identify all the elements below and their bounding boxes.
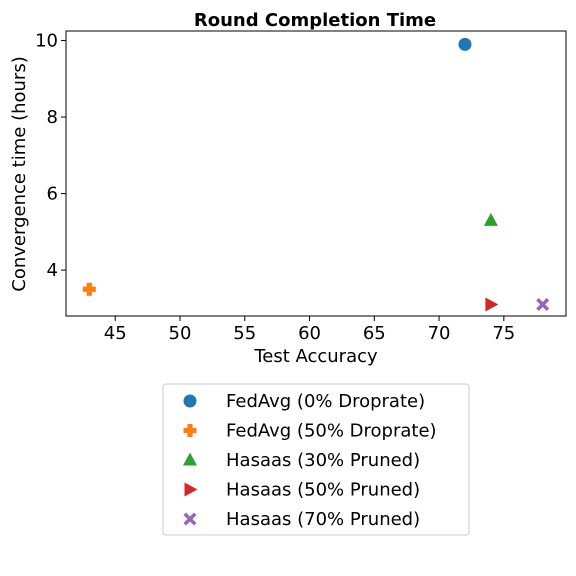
data-point [82, 282, 96, 296]
x-tick-label: 60 [298, 323, 321, 344]
y-tick-label: 6 [47, 184, 58, 205]
data-point [536, 298, 550, 312]
data-point [483, 212, 498, 226]
y-axis: 4 6 8 10 [35, 31, 66, 281]
chart-title: Round Completion Time [194, 10, 436, 31]
legend-label: Hasaas (50% Pruned) [226, 480, 420, 501]
legend-label: Hasaas (30% Pruned) [226, 450, 420, 471]
y-tick-label: 4 [47, 260, 58, 281]
x-axis-label: Test Accuracy [253, 346, 378, 367]
plot-area [65, 30, 567, 317]
legend-marker-icon [183, 512, 197, 526]
y-tick-label: 10 [35, 31, 58, 52]
x-tick-label: 50 [169, 323, 192, 344]
y-tick-label: 8 [47, 107, 58, 128]
legend-marker-icon [184, 482, 198, 497]
legend: FedAvg (0% Droprate) FedAvg (50% Droprate… [162, 383, 470, 536]
y-axis-label: Convergence time (hours) [9, 56, 30, 291]
legend-marker-icon [183, 452, 197, 466]
data-points [82, 37, 550, 312]
legend-marker-icon [183, 424, 197, 437]
data-point [458, 37, 472, 51]
x-tick-label: 55 [233, 323, 256, 344]
data-point [485, 297, 499, 312]
x-axis: 45 50 55 60 65 70 75 [104, 316, 515, 344]
x-tick-label: 75 [492, 323, 515, 344]
x-tick-label: 65 [363, 323, 386, 344]
x-tick-label: 70 [428, 323, 451, 344]
legend-marker-icon [183, 394, 197, 408]
legend-label: FedAvg (0% Droprate) [226, 391, 425, 412]
legend-label: Hasaas (70% Pruned) [226, 509, 420, 530]
legend-label: FedAvg (50% Droprate) [226, 421, 437, 442]
legend-box [162, 383, 470, 536]
x-tick-label: 45 [104, 323, 127, 344]
